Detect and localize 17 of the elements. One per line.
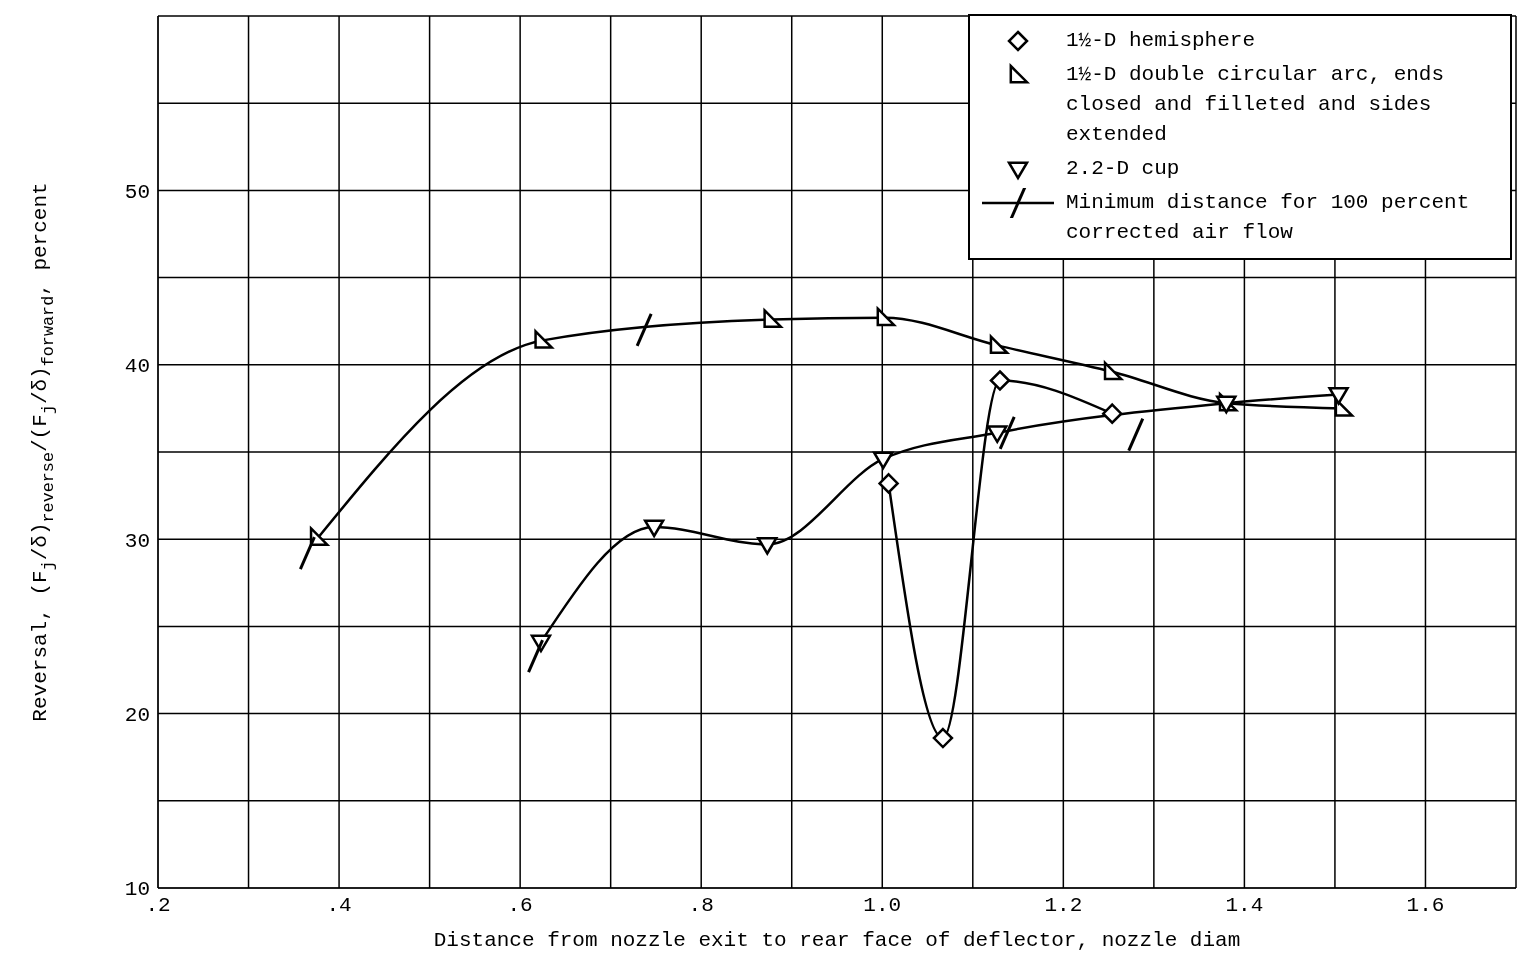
y-tick-label: 20 <box>124 704 150 728</box>
y-tick-label: 10 <box>124 878 150 902</box>
x-tick-label: 1.2 <box>1044 893 1083 917</box>
x-tick-label: .4 <box>326 893 352 917</box>
x-axis-title: Distance from nozzle exit to rear face of deflector, nozzle diam <box>433 929 1241 952</box>
legend-label: 1½-D double circular arc, ends closed and filleted and sides extended <box>1066 62 1446 148</box>
x-tick-label: 1.4 <box>1225 893 1264 917</box>
y-tick-label: 40 <box>124 355 150 379</box>
y-tick-label: 30 <box>124 529 150 553</box>
y-tick-label: 50 <box>124 180 150 204</box>
x-tick-label: 1.6 <box>1406 893 1445 917</box>
legend-label: 1½-D hemisphere <box>1066 28 1256 54</box>
x-tick-label: .8 <box>688 893 714 917</box>
legend-label: 2.2-D cup <box>1066 156 1180 182</box>
x-tick-label: .6 <box>507 893 533 917</box>
x-tick-label: 1.0 <box>863 893 902 917</box>
legend-label: Minimum distance for 100 percent corrected air flow <box>1066 190 1471 246</box>
